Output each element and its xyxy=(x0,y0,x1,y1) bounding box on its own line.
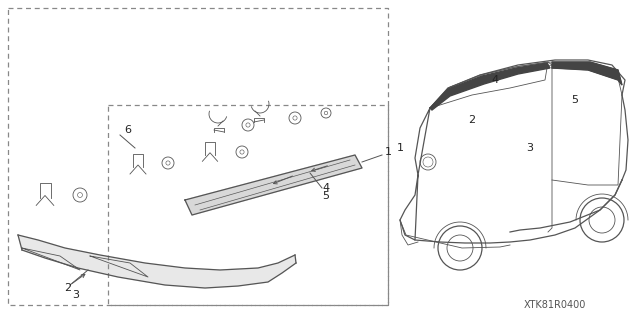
Text: 4: 4 xyxy=(492,75,499,85)
Text: XTK81R0400: XTK81R0400 xyxy=(524,300,586,310)
Text: 6: 6 xyxy=(125,125,131,135)
Polygon shape xyxy=(430,63,550,110)
Polygon shape xyxy=(185,155,362,215)
Text: 3: 3 xyxy=(72,290,79,300)
Text: 1: 1 xyxy=(385,147,392,157)
Text: 3: 3 xyxy=(527,143,534,153)
Polygon shape xyxy=(552,62,622,85)
Text: 2: 2 xyxy=(65,283,72,293)
Text: 2: 2 xyxy=(468,115,476,125)
Text: 5: 5 xyxy=(323,191,330,201)
Text: 5: 5 xyxy=(572,95,579,105)
Text: 4: 4 xyxy=(323,183,330,193)
Polygon shape xyxy=(18,235,296,288)
Text: 1: 1 xyxy=(397,143,403,153)
